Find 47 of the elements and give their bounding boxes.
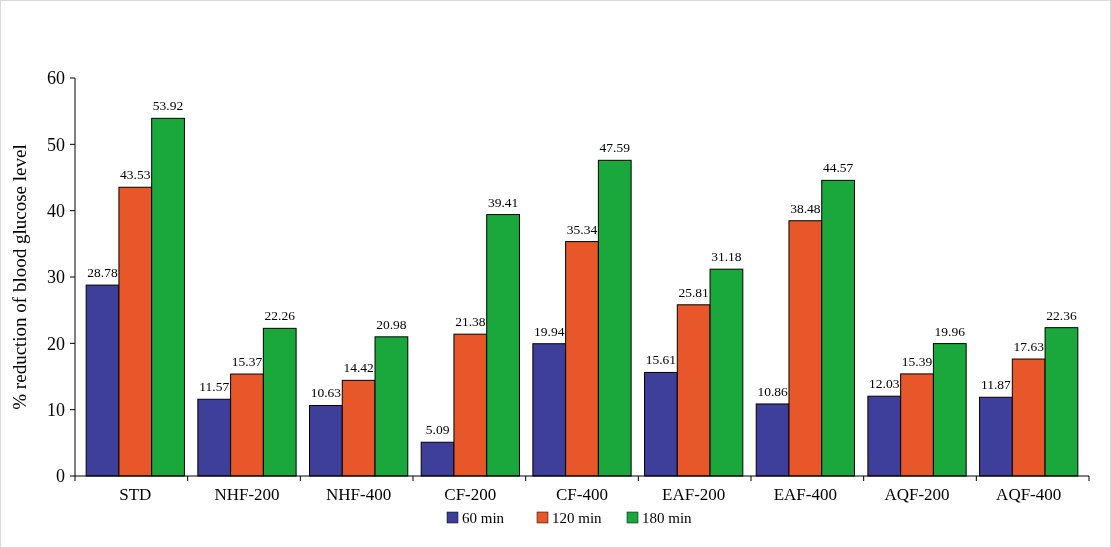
data-label: 5.09 <box>425 422 450 438</box>
y-axis-title: % reduction of blood glucose level <box>9 144 30 410</box>
data-label: 22.36 <box>1046 307 1077 323</box>
x-tick-label: EAF-400 <box>773 485 837 504</box>
data-label: 15.37 <box>231 354 263 370</box>
data-label: 25.81 <box>678 284 709 300</box>
legend-label: 120 min <box>552 510 603 527</box>
data-label: 17.63 <box>1013 339 1045 355</box>
data-label: 35.34 <box>566 221 598 237</box>
x-tick-label: NHF-400 <box>326 485 392 504</box>
legend-label: 180 min <box>642 510 693 527</box>
data-label: 47.59 <box>599 140 631 156</box>
y-tick-label: 30 <box>47 267 65 288</box>
data-label: 28.78 <box>87 265 118 281</box>
data-label: 10.63 <box>310 385 342 401</box>
x-tick-label: NHF-200 <box>214 485 280 504</box>
y-tick-label: 50 <box>47 134 65 155</box>
data-label: 44.57 <box>822 160 854 176</box>
data-label: 10.86 <box>757 383 789 399</box>
data-label: 11.57 <box>199 379 230 395</box>
data-label: 15.61 <box>645 352 677 368</box>
data-label: 31.18 <box>711 249 742 265</box>
data-label: 38.48 <box>790 200 821 216</box>
legend-label: 60 min <box>462 510 505 527</box>
data-label: 14.42 <box>343 360 374 376</box>
x-tick-label: STD <box>119 485 152 504</box>
data-label: 11.87 <box>981 377 1012 393</box>
x-tick-label: CF-200 <box>444 485 497 504</box>
data-label: 53.92 <box>152 98 184 114</box>
data-label: 39.41 <box>487 194 519 210</box>
x-tick-label: EAF-200 <box>662 485 726 504</box>
x-tick-label: AQF-400 <box>996 485 1062 504</box>
data-label: 21.38 <box>455 314 486 330</box>
x-tick-label: AQF-200 <box>884 485 950 504</box>
data-label: 22.26 <box>264 308 296 324</box>
y-tick-label: 20 <box>47 333 65 354</box>
y-tick-label: 40 <box>47 200 65 221</box>
y-tick-label: 0 <box>56 466 65 487</box>
x-tick-label: CF-400 <box>556 485 608 504</box>
data-label: 19.96 <box>934 323 966 339</box>
data-label: 19.94 <box>534 323 565 339</box>
y-tick-label: 60 <box>47 68 65 89</box>
data-label: 12.03 <box>869 376 900 392</box>
data-label: 20.98 <box>376 316 407 332</box>
data-label: 15.39 <box>901 353 933 369</box>
y-tick-label: 10 <box>47 399 65 420</box>
data-label: 43.53 <box>120 167 151 183</box>
